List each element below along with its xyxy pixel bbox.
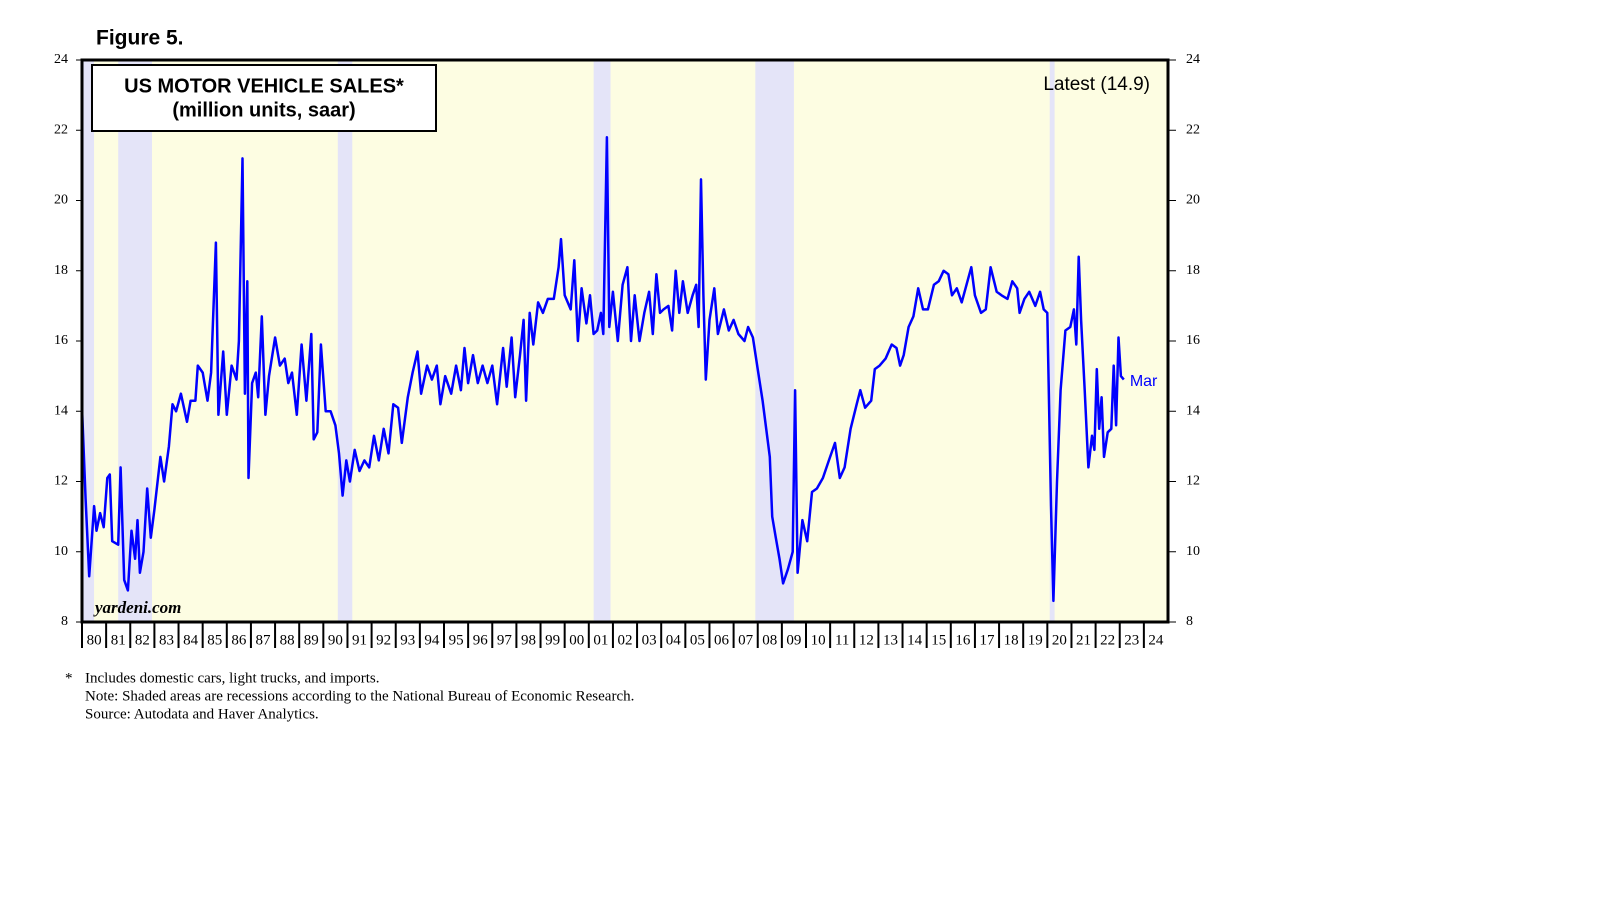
x-tick-label: 99 xyxy=(545,632,560,648)
x-tick-label: 90 xyxy=(328,632,343,648)
x-tick-label: 03 xyxy=(642,632,657,648)
y-tick-label: 8 xyxy=(61,614,68,629)
x-tick-label: 08 xyxy=(762,632,777,648)
x-tick-label: 95 xyxy=(449,632,464,648)
y-tick-label: 20 xyxy=(54,193,68,208)
chart-subtitle: (million units, saar) xyxy=(172,99,355,121)
y-tick-label: 22 xyxy=(54,122,68,137)
footnote-marker: * xyxy=(65,670,73,686)
x-tick-label: 89 xyxy=(304,632,319,648)
annotation: Latest (14.9) xyxy=(1043,74,1150,95)
x-tick-label: 82 xyxy=(135,632,150,648)
recession-band xyxy=(118,60,152,622)
x-tick-label: 09 xyxy=(786,632,801,648)
watermark: yardeni.com xyxy=(93,598,181,617)
footnote: Note: Shaded areas are recessions accord… xyxy=(85,688,634,704)
x-tick-label: 17 xyxy=(980,632,996,648)
chart-title: US MOTOR VEHICLE SALES* xyxy=(124,75,404,97)
footnote: Includes domestic cars, light trucks, an… xyxy=(85,670,380,686)
x-tick-label: 84 xyxy=(183,632,199,648)
y2-tick-label: 24 xyxy=(1186,52,1200,67)
x-tick-label: 80 xyxy=(87,632,102,648)
y2-tick-label: 16 xyxy=(1186,333,1200,348)
recession-band xyxy=(337,60,353,622)
x-tick-label: 10 xyxy=(811,632,826,648)
x-tick-label: 21 xyxy=(1076,632,1091,648)
y-tick-label: 14 xyxy=(54,403,68,418)
y2-tick-label: 20 xyxy=(1186,193,1200,208)
y-tick-label: 24 xyxy=(54,52,68,67)
x-tick-label: 23 xyxy=(1124,632,1139,648)
plot-area: 8 10 12 14 16 18 20 22 24 8 10 12 14 16 18 20 22 24 80 81 82… xyxy=(54,52,1200,648)
y2-tick-label: 14 xyxy=(1186,403,1200,418)
x-tick-label: 96 xyxy=(473,632,489,648)
figure-label: Figure 5. xyxy=(96,27,184,50)
x-tick-label: 22 xyxy=(1100,632,1115,648)
recession-band xyxy=(1049,60,1055,622)
x-tick-label: 06 xyxy=(714,632,730,648)
y2-tick-label: 18 xyxy=(1186,263,1200,278)
x-tick-label: 88 xyxy=(280,632,295,648)
x-tick-label: 86 xyxy=(231,632,247,648)
x-tick-label: 00 xyxy=(569,632,584,648)
title-box xyxy=(91,64,437,132)
x-tick-label: 97 xyxy=(497,632,513,648)
x-tick-label: 24 xyxy=(1148,632,1164,648)
y2-tick-label: 10 xyxy=(1186,544,1200,559)
x-tick-label: 15 xyxy=(931,632,946,648)
y2-tick-label: 8 xyxy=(1186,614,1193,629)
x-tick-label: 11 xyxy=(835,632,849,648)
x-tick-label: 04 xyxy=(666,632,682,648)
x-tick-label: 92 xyxy=(376,632,391,648)
x-tick-label: 18 xyxy=(1004,632,1019,648)
footnote: Source: Autodata and Haver Analytics. xyxy=(85,706,319,722)
x-tick-label: 02 xyxy=(618,632,633,648)
x-tick-label: 94 xyxy=(424,632,440,648)
y-tick-label: 10 xyxy=(54,544,68,559)
x-tick-label: 13 xyxy=(883,632,898,648)
x-tick-label: 05 xyxy=(690,632,705,648)
x-tick-label: 20 xyxy=(1052,632,1067,648)
y2-tick-label: 22 xyxy=(1186,122,1200,137)
data-line xyxy=(80,136,1125,603)
x-tick-label: 98 xyxy=(521,632,536,648)
plot-frame xyxy=(80,58,1170,624)
x-tick-label: 16 xyxy=(955,632,971,648)
y-tick-label: 12 xyxy=(54,474,68,489)
x-tick-label: 81 xyxy=(111,632,126,648)
x-tick-label: 91 xyxy=(352,632,367,648)
x-tick-label: 14 xyxy=(907,632,923,648)
x-tick-label: 83 xyxy=(159,632,174,648)
y2-tick-label: 12 xyxy=(1186,474,1200,489)
x-tick-label: 87 xyxy=(256,632,272,648)
x-tick-label: 07 xyxy=(738,632,754,648)
x-tick-label: 93 xyxy=(400,632,415,648)
x-tick-label: 01 xyxy=(593,632,608,648)
x-tick-label: 19 xyxy=(1028,632,1043,648)
x-tick-label: 12 xyxy=(859,632,874,648)
y-tick-label: 16 xyxy=(54,333,68,348)
x-tick-label: 85 xyxy=(207,632,222,648)
y-tick-label: 18 xyxy=(54,263,68,278)
end-label: Mar xyxy=(1130,373,1158,390)
